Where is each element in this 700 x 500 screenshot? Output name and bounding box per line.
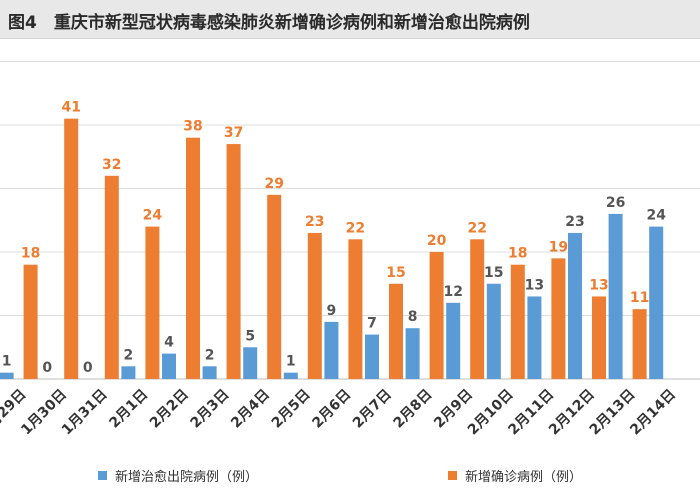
bar-confirmed	[104, 175, 119, 379]
bar-confirmed	[429, 252, 444, 379]
x-tick-label: 2月14日	[627, 387, 679, 439]
data-label-recovered: 0	[42, 360, 52, 376]
x-tick-label: 2月4日	[228, 387, 273, 432]
x-tick-label: 2月6日	[309, 387, 354, 432]
data-label-confirmed: 20	[427, 233, 447, 249]
data-label-confirmed: 18	[21, 246, 40, 262]
data-label-confirmed: 24	[143, 208, 163, 224]
bar-confirmed	[470, 239, 485, 379]
data-label-recovered: 8	[408, 309, 418, 325]
bar-recovered	[283, 372, 298, 379]
data-label-recovered: 2	[205, 347, 215, 363]
bar-recovered	[608, 213, 623, 379]
data-label-confirmed: 29	[264, 176, 283, 192]
data-label-recovered: 12	[443, 284, 462, 300]
data-label-confirmed: 22	[346, 220, 365, 236]
data-label-confirmed: 37	[224, 125, 243, 141]
bar-confirmed	[632, 309, 647, 379]
data-label-confirmed: 23	[305, 214, 324, 230]
data-label-confirmed: 11	[630, 290, 649, 306]
x-tick-label: 2月5日	[269, 387, 314, 432]
data-label-recovered: 26	[606, 195, 625, 211]
bar-confirmed	[510, 264, 525, 379]
x-tick-label: 2月3日	[188, 387, 233, 432]
bar-recovered	[527, 296, 542, 379]
data-label-recovered: 1	[286, 354, 296, 370]
legend-recovered-label: 新增治愈出院病例（例）	[115, 469, 259, 485]
x-tick-label: 1月31日	[59, 387, 111, 439]
data-label-confirmed: 22	[467, 220, 486, 236]
data-label-recovered: 23	[565, 214, 584, 230]
data-label-recovered: 13	[525, 277, 544, 293]
data-label-confirmed: 32	[102, 157, 121, 173]
data-label-recovered: 5	[245, 328, 255, 344]
x-tick-label: 2月2日	[147, 387, 192, 432]
bar-recovered	[649, 226, 664, 379]
bar-recovered	[202, 366, 217, 379]
chart-title: 图4 重庆市新型冠状病毒感染肺炎新增确诊病例和新增治愈出院病例	[8, 13, 530, 33]
bar-confirmed	[592, 296, 606, 379]
bar-recovered	[405, 328, 420, 379]
x-tick-label: 2月8日	[391, 387, 436, 432]
bar-confirmed	[186, 137, 200, 379]
bar-confirmed	[64, 118, 79, 380]
bar-recovered	[324, 321, 339, 379]
legend-recovered: 新增治愈出院病例（例）	[98, 466, 259, 485]
bar-confirmed	[551, 258, 566, 379]
bar-recovered	[162, 353, 176, 379]
data-label-recovered: 1	[2, 354, 12, 370]
data-label-confirmed: 41	[61, 100, 80, 116]
data-label-confirmed: 13	[589, 277, 608, 293]
bar-confirmed	[348, 239, 363, 379]
title-bar: 图4 重庆市新型冠状病毒感染肺炎新增确诊病例和新增治愈出院病例	[0, 0, 700, 39]
data-label-confirmed: 15	[386, 265, 405, 281]
data-label-confirmed: 18	[508, 246, 527, 262]
bar-recovered	[243, 347, 258, 379]
legend-recovered-swatch	[98, 470, 107, 480]
data-label-confirmed: 38	[183, 119, 202, 135]
bar-confirmed	[389, 283, 403, 379]
x-tick-label: 2月7日	[350, 387, 395, 432]
data-label-confirmed: 19	[549, 239, 568, 255]
legend-confirmed-swatch	[448, 470, 457, 480]
data-label-recovered: 15	[484, 265, 503, 281]
data-label-recovered: 9	[327, 303, 337, 319]
bar-recovered	[365, 334, 379, 379]
legend-confirmed: 新增确诊病例（例）	[448, 466, 583, 485]
bar-confirmed	[23, 264, 38, 379]
bar-recovered	[568, 232, 582, 379]
bar-recovered	[121, 366, 136, 379]
data-label-recovered: 4	[164, 335, 174, 351]
bar-confirmed	[267, 194, 282, 379]
data-label-recovered: 7	[367, 316, 377, 332]
x-tick-label: 2月1日	[106, 387, 151, 432]
data-label-recovered: 24	[646, 208, 666, 224]
data-label-recovered: 0	[83, 360, 93, 376]
bar-confirmed	[307, 232, 322, 379]
bar-recovered	[486, 283, 501, 379]
bar-chart: 0151月28日1181月29日0411月30日0321月31日2242月1日4…	[0, 61, 700, 439]
bar-recovered	[0, 372, 14, 379]
bar-recovered	[446, 302, 461, 379]
bar-confirmed	[226, 144, 241, 379]
legend-confirmed-label: 新增确诊病例（例）	[465, 469, 583, 485]
bar-confirmed	[145, 226, 160, 379]
data-label-recovered: 2	[124, 347, 134, 363]
